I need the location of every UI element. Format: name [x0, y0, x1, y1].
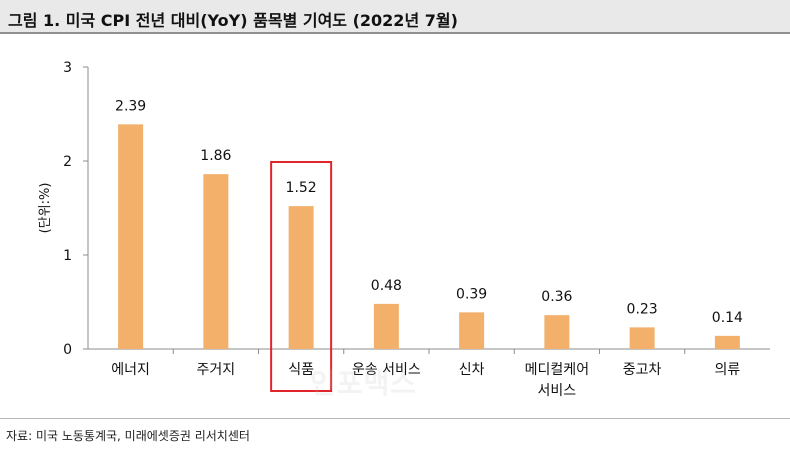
x-tick-label: 운송 서비스: [352, 362, 421, 378]
y-tick-label: 2: [63, 154, 72, 170]
x-tick-label: 에너지: [111, 362, 150, 378]
source-note: 자료: 미국 노동통계국, 미래에셋증권 리서치센터: [6, 429, 250, 443]
bar: [459, 312, 485, 349]
data-label: 0.23: [627, 301, 658, 317]
y-tick-label: 1: [63, 248, 72, 264]
x-tick-label: 메디컬케어: [525, 362, 589, 378]
x-tick-label: 서비스: [538, 383, 577, 399]
data-label: 1.52: [286, 180, 317, 196]
title-bar: 그림 1. 미국 CPI 전년 대비(YoY) 품목별 기여도 (2022년 7…: [0, 0, 790, 34]
data-label: 0.39: [456, 286, 487, 302]
plot-area: 0 1 2 3 (단위:%) 2.39 에너지 1.86 주거지 1.52 식품 0.48 운송 서비스…: [38, 60, 770, 399]
x-tick-label: 중고차: [623, 362, 662, 378]
bar: [118, 124, 144, 349]
page-title: 그림 1. 미국 CPI 전년 대비(YoY) 품목별 기여도 (2022년 7…: [8, 11, 458, 30]
bar: [544, 315, 570, 349]
x-tick-label: 주거지: [197, 362, 236, 378]
data-label: 0.14: [712, 310, 743, 326]
data-label: 0.48: [371, 278, 402, 294]
data-label: 1.86: [200, 148, 231, 164]
x-tick-label: 의류: [714, 362, 740, 378]
data-label: 2.39: [115, 98, 146, 114]
bar: [373, 303, 399, 349]
x-tick-label: 신차: [459, 362, 485, 378]
source-divider: [0, 418, 790, 419]
bar: [288, 206, 314, 349]
y-tick-label: 3: [63, 60, 72, 76]
highlight-box: [270, 161, 333, 392]
y-axis-label: (단위:%): [38, 183, 53, 234]
bar: [203, 174, 229, 349]
bar: [714, 335, 740, 349]
x-tick-label: 식품: [288, 362, 314, 378]
bar: [629, 327, 655, 349]
y-tick-label: 0: [63, 342, 72, 358]
data-label: 0.36: [541, 289, 572, 305]
